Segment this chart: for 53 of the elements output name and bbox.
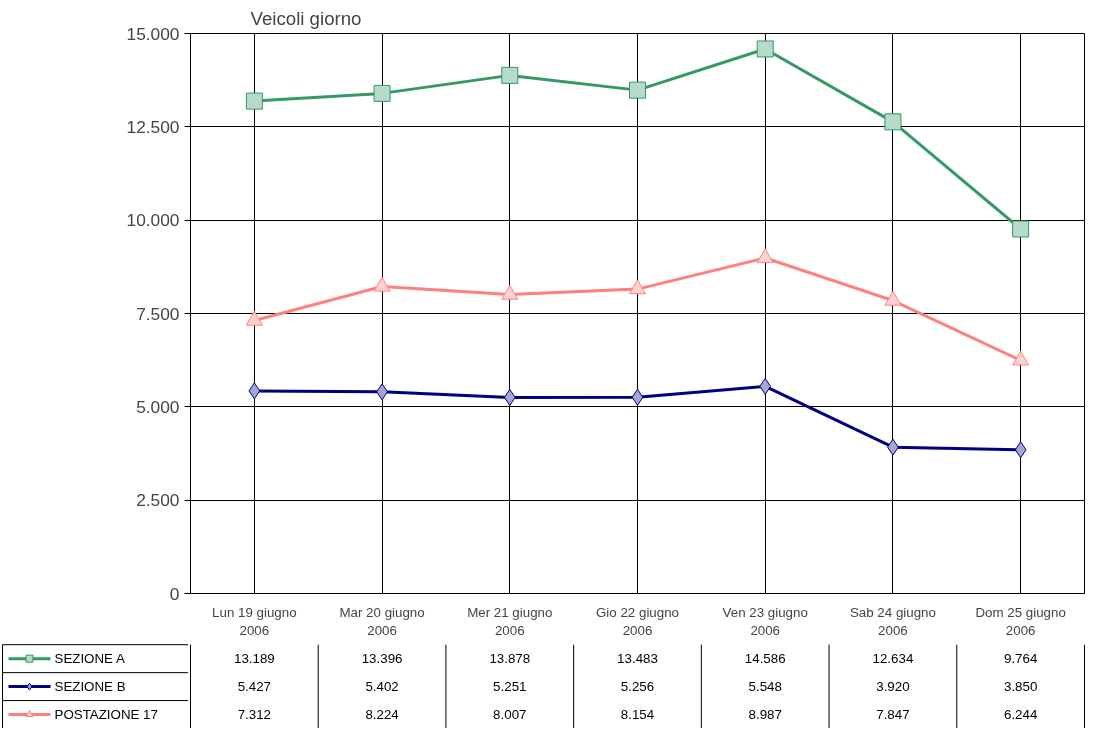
data-label: 3.850 [1003,679,1038,695]
point [1012,220,1030,238]
legend-label: POSTAZIONE 17 [54,707,158,723]
data-label: 13.396 [361,651,403,667]
y-tick-label: 2.500 [136,490,180,511]
data-label: 5.251 [493,679,527,695]
y-tick-label: 15.000 [126,23,180,44]
y-tick-label: 7.500 [136,303,180,324]
point [245,92,263,110]
x-tick-label: Lun 19 giugno 2006 [212,604,297,638]
data-label: 8.987 [748,707,782,723]
point [756,40,774,58]
data-label: 13.189 [233,651,275,667]
data-label: 6.244 [1003,707,1038,723]
point [501,66,519,84]
point [629,81,646,99]
x-tick-label: Mer 21 giugno 2006 [467,604,553,638]
data-label: 13.483 [617,651,658,667]
data-label: 5.427 [237,679,272,695]
x-tick-label: Dom 25 giugno 2006 [975,604,1066,638]
point [503,388,516,406]
data-label: 13.878 [489,651,531,667]
point [248,382,261,400]
data-label: 8.224 [365,707,400,723]
y-tick-label: 10.000 [126,210,180,231]
data-label: 7.847 [876,707,910,723]
data-label: 5.256 [620,679,655,695]
x-tick-label: Ven 23 giugno 2006 [722,604,808,638]
x-tick-label: Sab 24 giugno 2006 [849,604,936,638]
point [1014,441,1027,459]
data-label: 8.154 [620,707,655,723]
data-label: 9.764 [1003,651,1038,667]
point [759,377,772,395]
x-tick-label: Gio 22 giugno 2006 [596,604,679,638]
point [631,388,644,406]
data-label: 12.634 [872,651,914,667]
data-label: 14.586 [744,651,786,667]
data-label: 3.920 [876,679,910,695]
x-tick-label: Mar 20 giugno 2006 [339,604,425,638]
point [756,248,774,264]
y-tick-label: 12.500 [126,116,180,137]
data-label: 8.007 [493,707,527,723]
data-label: 5.402 [365,679,399,695]
point [884,113,902,131]
legend-label: SEZIONE B [54,679,126,695]
data-label: 5.548 [748,679,782,695]
y-tick-label: 0 [169,583,180,604]
y-tick-label: 5.000 [136,396,180,417]
data-label: 7.312 [237,707,272,723]
point [629,279,646,295]
chart-title: Veicoli giorno [250,7,362,29]
point [373,84,391,102]
legend-label: SEZIONE A [54,651,125,667]
